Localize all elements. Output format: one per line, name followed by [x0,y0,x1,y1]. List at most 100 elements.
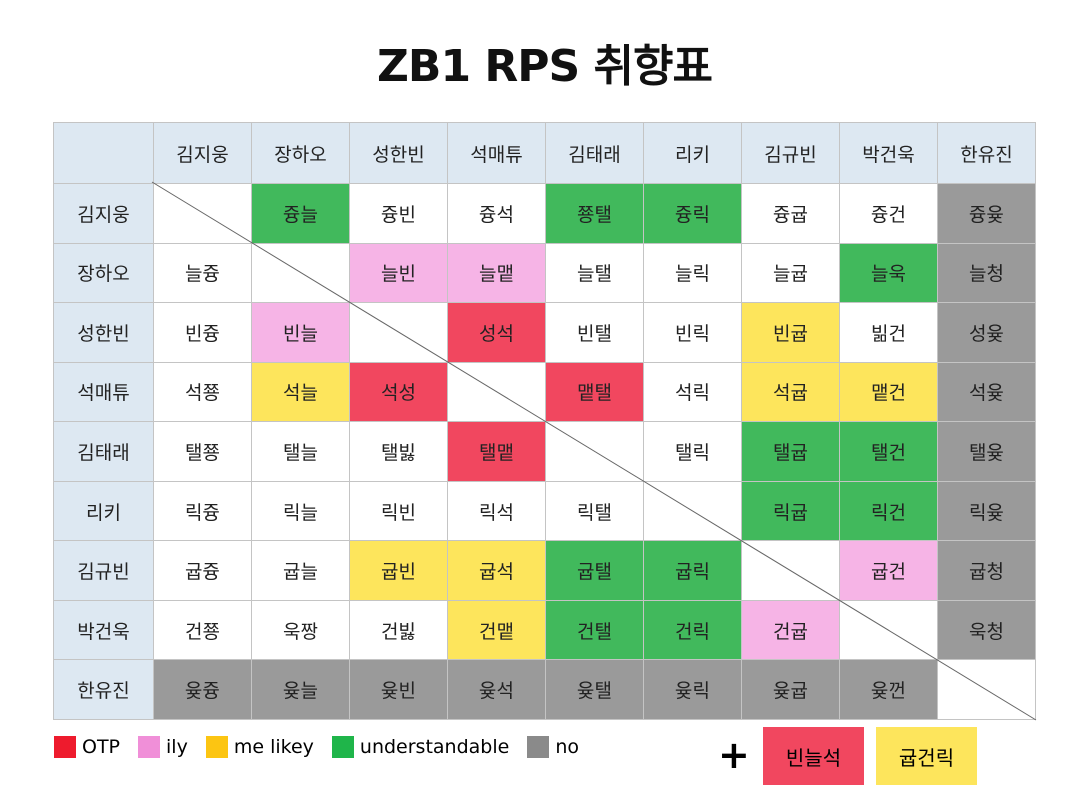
pair-cell: 건귭 [742,600,839,660]
pair-cell: 귭릭 [644,541,741,600]
row-header: 성한빈 [54,303,153,362]
pair-cell: 빈릭 [644,303,741,362]
pair-cell: 윶석 [448,660,545,719]
row-header: 한유진 [54,660,153,719]
pair-cell: 즁릭 [644,184,741,243]
row-header: 김규빈 [54,541,153,600]
pair-cell: 건빓 [350,600,447,660]
corner-cell [54,123,153,183]
diagonal-cell [448,362,545,422]
pair-cell: 윶늘 [252,660,349,719]
pair-cell: 석귭 [742,362,839,422]
pair-cell: 릭건 [840,481,937,541]
pair-cell: 성윶 [938,303,1035,362]
column-header: 석매튜 [448,123,545,183]
pair-cell: 성석 [448,303,545,362]
pair-cell: 늘탤 [546,243,643,303]
pair-cell: 건릭 [644,600,741,660]
pair-cell: 탤쭁 [154,422,251,481]
row-header: 박건욱 [54,600,153,660]
pair-cell: 릭석 [448,481,545,541]
pair-cell: 귭즁 [154,541,251,600]
pair-cell: 늘청 [938,243,1035,303]
pair-cell: 즁윶 [938,184,1035,243]
pair-cell: 석성 [350,362,447,422]
pair-cell: 빈늘 [252,303,349,362]
plus-sign: + [718,733,750,777]
pair-cell: 릭귭 [742,481,839,541]
legend-label: ily [166,736,188,758]
pair-cell: 늘즁 [154,243,251,303]
pair-cell: 탤빓 [350,422,447,481]
pair-cell: 즁빈 [350,184,447,243]
pair-cell: 늘빈 [350,243,447,303]
legend-swatch [331,736,354,758]
diagonal-cell [252,243,349,303]
legend-label: OTP [82,736,121,758]
pair-cell: 늘욱 [840,243,937,303]
title: ZB1 RPS 취향표 [377,41,713,92]
pair-cell: 석늘 [252,362,349,422]
legend-item: OTP [54,736,120,758]
column-header: 박건욱 [840,123,937,183]
row-header: 석매튜 [54,362,153,422]
pair-cell: 윶껀 [840,660,937,719]
row-header: 리키 [54,481,153,541]
legend-swatch [527,736,550,758]
pair-cell: 탤건 [840,422,937,481]
pair-cell: 빈즁 [154,303,251,362]
pair-cell: 릭윶 [938,481,1035,541]
legend-item: ily [138,736,188,758]
diagonal-cell [742,541,839,600]
pair-cell: 건쭁 [154,600,251,660]
extra-box: 빈늘석 [763,727,864,785]
column-header: 김태래 [546,123,643,183]
pair-cell: 즁늘 [252,184,349,243]
diagonal-cell [350,303,447,362]
legend-item: me likey [205,736,314,758]
column-header: 한유진 [938,123,1035,183]
column-header: 리키 [644,123,741,183]
pair-cell: 빎건 [840,303,937,362]
pair-cell: 윶즁 [154,660,251,719]
legend-item: understandable [331,736,510,758]
pair-cell: 릭늘 [252,481,349,541]
diagonal-cell [644,481,741,541]
pair-cell: 빈탤 [546,303,643,362]
pair-cell: 귭탤 [546,541,643,600]
pair-cell: 윶탤 [546,660,643,719]
pair-cell: 윶빈 [350,660,447,719]
pair-cell: 석윶 [938,362,1035,422]
pair-cell: 윶귭 [742,660,839,719]
pair-cell: 릭즁 [154,481,251,541]
diagonal-cell [546,422,643,481]
pair-cell: 귭건 [840,541,937,600]
legend: OTP ily me likey understandable no [54,736,579,758]
diagonal-cell [840,600,937,660]
column-header: 김규빈 [742,123,839,183]
pair-cell: 건맽 [448,600,545,660]
legend-item: no [527,736,579,758]
pair-cell: 석릭 [644,362,741,422]
pair-cell: 탤늘 [252,422,349,481]
pair-cell: 늘귭 [742,243,839,303]
row-header: 김지웅 [54,184,153,243]
pair-cell: 윶릭 [644,660,741,719]
pair-cell: 귭청 [938,541,1035,600]
legend-label: understandable [359,736,510,758]
column-header: 김지웅 [154,123,251,183]
legend-label: no [555,736,579,758]
pair-cell: 욱짱 [252,600,349,660]
column-header: 장하오 [252,123,349,183]
pair-cell: 쭁탤 [546,184,643,243]
pair-cell: 늘맽 [448,243,545,303]
pair-cell: 욱청 [938,600,1035,660]
extra-box: 귭건릭 [876,727,977,785]
legend-swatch [54,736,76,758]
preference-table: 김지웅 장하오 성한빈 석매튜 김태래 리키 김규빈 박건욱 한유진 김지웅 즁늘 즁빈 즁석 쭁탤 즁릭 즁… [53,122,1036,720]
pair-cell: 탤릭 [644,422,741,481]
row-header: 장하오 [54,243,153,303]
pair-cell: 즁건 [840,184,937,243]
legend-swatch [138,736,161,758]
